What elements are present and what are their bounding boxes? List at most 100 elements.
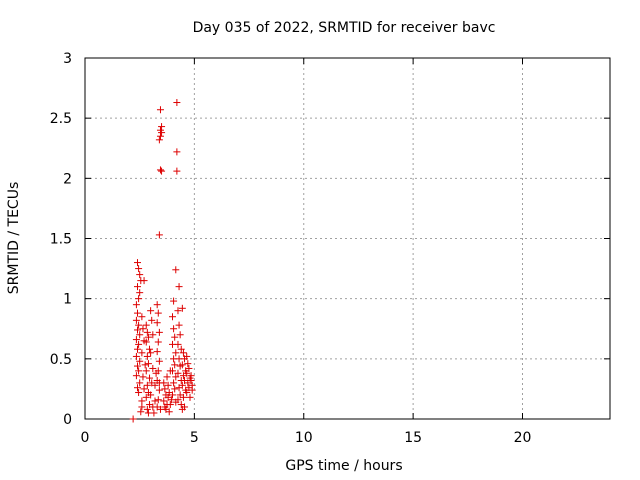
data-point	[134, 362, 141, 370]
data-point	[147, 307, 155, 315]
data-point	[132, 372, 140, 380]
x-tick-label: 10	[295, 430, 313, 446]
x-tick-label: 20	[514, 430, 532, 446]
data-point	[135, 265, 143, 273]
data-point	[139, 325, 147, 333]
data-point	[154, 338, 162, 346]
data-point	[171, 361, 179, 369]
y-tick-label: 1.5	[50, 232, 72, 248]
data-point	[138, 349, 146, 357]
data-point	[158, 129, 166, 137]
data-point	[185, 364, 193, 372]
data-point	[137, 408, 145, 416]
data-point	[144, 333, 152, 341]
data-point	[154, 309, 162, 317]
data-point	[173, 99, 181, 107]
data-point	[135, 295, 143, 303]
data-point	[186, 393, 194, 401]
data-point	[155, 231, 163, 239]
grid-lines	[85, 58, 610, 419]
data-point	[136, 289, 144, 297]
chart-title: Day 035 of 2022, SRMTID for receiver bav…	[193, 20, 496, 36]
data-point	[132, 316, 140, 324]
data-point	[156, 166, 164, 174]
y-tick-label: 1	[63, 292, 72, 308]
data-point	[160, 379, 168, 387]
data-point	[164, 381, 172, 389]
data-point	[143, 352, 151, 360]
data-point	[170, 325, 178, 333]
data-point	[136, 357, 144, 365]
data-point	[178, 405, 186, 413]
data-point	[169, 313, 176, 321]
data-point	[174, 369, 182, 377]
data-point	[173, 167, 181, 175]
data-point	[153, 348, 161, 356]
data-point	[143, 328, 151, 336]
data-point	[146, 374, 154, 382]
data-point	[147, 349, 155, 357]
data-point	[172, 349, 180, 357]
y-axis-label: SRMTID / TECUs	[6, 182, 22, 295]
data-point	[136, 331, 144, 339]
data-point	[150, 409, 158, 417]
data-point	[151, 397, 159, 405]
data-point	[174, 340, 182, 348]
data-point	[149, 364, 157, 372]
data-point	[184, 360, 192, 368]
data-point	[134, 309, 141, 317]
data-point	[169, 367, 176, 375]
data-point	[142, 367, 150, 375]
y-tick-label: 0	[63, 412, 72, 428]
data-point	[177, 345, 185, 353]
data-point	[138, 403, 146, 411]
data-point	[175, 283, 183, 291]
data-point	[170, 297, 178, 305]
data-point	[136, 379, 144, 387]
axis-ticks	[84, 57, 610, 420]
y-tick-label: 0.5	[50, 352, 72, 368]
data-point	[139, 373, 147, 381]
x-tick-label: 5	[190, 430, 199, 446]
y-tick-labels: 0 0.5 1 1.5 2 2.5 3	[50, 51, 72, 428]
data-point	[142, 338, 150, 346]
data-point	[174, 396, 182, 404]
data-point	[167, 396, 175, 404]
data-point	[144, 360, 152, 368]
data-point	[166, 401, 174, 409]
data-point	[161, 385, 169, 393]
data-point	[183, 389, 191, 397]
data-point	[172, 373, 180, 381]
y-tick-label: 2	[63, 171, 72, 187]
data-point	[132, 352, 140, 360]
data-point	[171, 385, 179, 393]
data-point	[143, 405, 151, 413]
data-point	[134, 326, 141, 334]
data-point	[172, 266, 180, 274]
data-point	[156, 106, 164, 114]
data-point	[140, 277, 148, 285]
data-point	[171, 333, 179, 341]
data-point	[165, 408, 173, 416]
data-point	[135, 367, 143, 375]
data-point	[151, 381, 159, 389]
data-point	[129, 415, 137, 423]
data-point	[178, 361, 186, 369]
y-tick-label: 3	[63, 51, 72, 67]
data-point	[147, 391, 155, 399]
data-point	[141, 361, 149, 369]
data-point	[170, 379, 178, 387]
data-point	[142, 321, 150, 329]
data-point	[149, 331, 157, 339]
data-point	[140, 385, 148, 393]
data-point	[188, 386, 196, 394]
data-points	[129, 99, 196, 423]
data-point	[187, 372, 195, 380]
data-point	[135, 340, 143, 348]
data-point	[134, 345, 141, 353]
data-point	[142, 393, 150, 401]
data-point	[175, 321, 183, 329]
data-point	[158, 167, 166, 175]
x-tick-label: 0	[81, 430, 90, 446]
